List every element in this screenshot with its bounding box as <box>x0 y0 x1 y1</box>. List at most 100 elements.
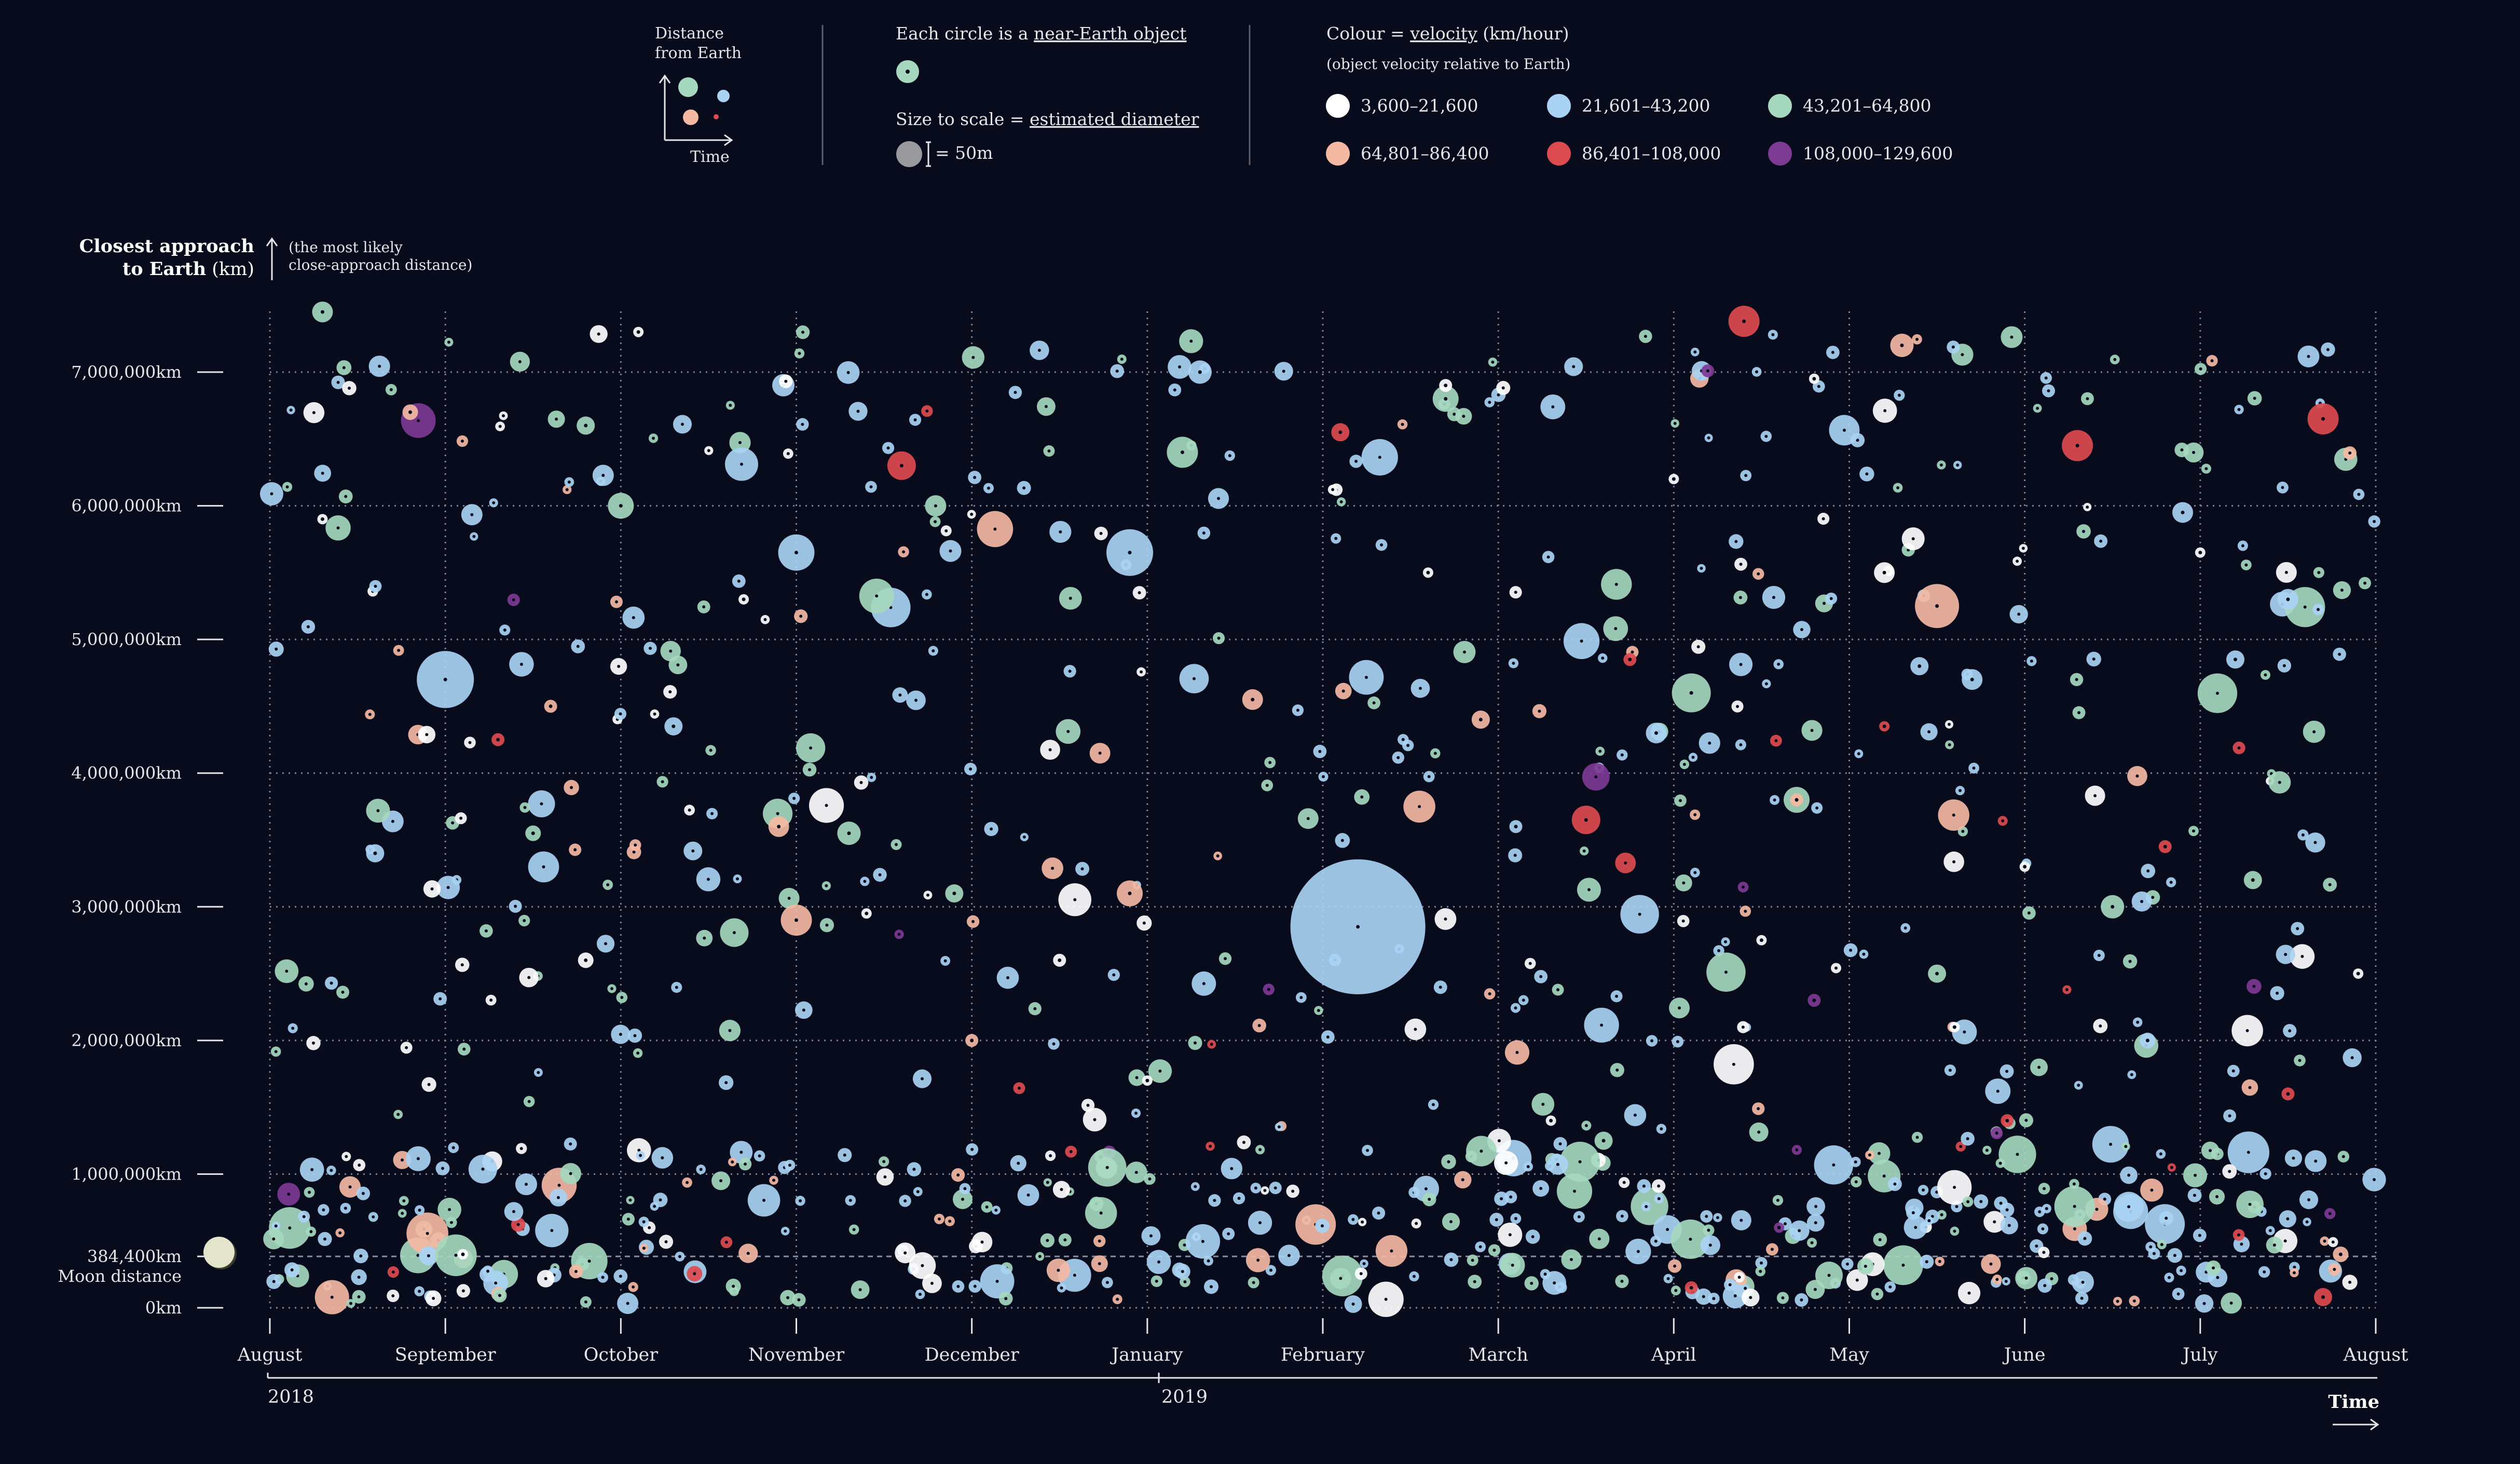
data-point <box>1610 990 1623 1003</box>
data-point <box>1500 1253 1525 1278</box>
data-point <box>1221 1158 1243 1180</box>
data-point <box>2072 1271 2094 1294</box>
data-point <box>2234 404 2244 415</box>
data-point <box>1955 786 1965 796</box>
data-point <box>2362 1168 2386 1192</box>
data-point <box>2132 1017 2143 1028</box>
data-point <box>922 589 932 600</box>
data-point <box>2353 968 2364 979</box>
data-point <box>515 1173 538 1196</box>
data-point <box>656 776 668 788</box>
data-point <box>668 655 688 675</box>
data-point <box>1314 1006 1323 1015</box>
data-point <box>1879 721 1890 732</box>
data-point <box>991 1206 1001 1215</box>
data-point <box>368 355 390 377</box>
data-point <box>1106 529 1154 576</box>
data-point <box>1589 1228 1610 1249</box>
data-point <box>1772 1195 1784 1206</box>
velocity-legend-item: 43,201–64,800 <box>1768 94 1931 118</box>
data-point <box>448 1142 459 1153</box>
data-point <box>738 1157 752 1171</box>
data-point <box>663 685 677 699</box>
data-point <box>1020 832 1029 842</box>
data-point <box>1454 1171 1472 1188</box>
year-label-2018: 2018 <box>268 1387 314 1407</box>
data-point <box>796 418 809 431</box>
data-point <box>339 1176 361 1198</box>
data-point <box>1982 1145 1992 1155</box>
data-point <box>1556 1173 1593 1209</box>
data-point <box>1890 333 1914 357</box>
data-point <box>1017 1184 1039 1206</box>
data-point <box>314 464 332 482</box>
data-point <box>1735 739 1746 750</box>
data-point <box>1910 657 1929 676</box>
data-point <box>2284 1150 2303 1167</box>
data-point <box>1603 616 1628 641</box>
data-point <box>1432 386 1459 412</box>
y-axis-title-line1: Closest approach <box>79 236 254 257</box>
velocity-link[interactable]: velocity <box>1409 23 1477 44</box>
data-point <box>1944 720 1954 729</box>
data-point <box>2172 1288 2185 1301</box>
data-point <box>2113 1296 2122 1306</box>
data-point <box>1094 526 1108 540</box>
data-point <box>1646 1035 1658 1047</box>
data-point <box>796 733 826 763</box>
data-point <box>1755 1266 1765 1277</box>
data-point <box>2172 502 2194 523</box>
data-point <box>2333 1246 2349 1262</box>
data-point <box>480 924 493 938</box>
moon-marker <box>203 1237 237 1269</box>
data-point <box>1713 1213 1722 1222</box>
data-point <box>892 687 908 703</box>
data-point <box>780 905 812 936</box>
data-point <box>1128 1069 1145 1086</box>
near-earth-object-link[interactable]: near-Earth object <box>1034 23 1186 44</box>
data-point <box>778 534 815 571</box>
data-point <box>569 843 582 856</box>
data-point <box>1721 937 1730 947</box>
data-point <box>2305 832 2325 853</box>
data-point <box>2279 1210 2296 1228</box>
velocity-legend-item: 3,600–21,600 <box>1326 94 1478 118</box>
data-point <box>2086 651 2101 667</box>
data-point <box>915 1289 925 1299</box>
data-point <box>1857 1258 1874 1275</box>
data-point <box>1101 1277 1113 1289</box>
data-point <box>1081 1099 1095 1112</box>
estimated-diameter-link[interactable]: estimated diameter <box>1030 109 1199 129</box>
data-point <box>873 868 887 882</box>
data-point <box>1349 660 1384 695</box>
data-point <box>867 772 876 782</box>
data-point <box>461 504 483 526</box>
data-point <box>470 532 478 541</box>
y-tick-label: 3,000,000km <box>71 897 182 916</box>
data-point <box>1327 485 1338 495</box>
data-point <box>851 1280 870 1299</box>
data-point <box>876 1168 894 1186</box>
x-tick-label: July <box>2181 1345 2218 1365</box>
data-point <box>2012 556 2022 566</box>
data-point <box>338 489 353 504</box>
data-point <box>2321 342 2335 357</box>
data-point <box>1362 1144 1373 1156</box>
data-point <box>528 851 559 883</box>
y-tick-label: 0km <box>145 1298 182 1318</box>
data-point <box>795 1001 813 1019</box>
data-point <box>1938 799 1969 831</box>
data-point <box>952 1280 965 1293</box>
data-point <box>482 1265 494 1277</box>
data-point <box>2233 741 2245 755</box>
data-point <box>1349 455 1363 468</box>
data-point <box>284 1262 300 1278</box>
y-axis-note-line2: close-approach distance) <box>289 256 472 273</box>
data-point <box>1496 380 1511 395</box>
data-point <box>340 1202 351 1214</box>
data-point <box>1641 1201 1651 1212</box>
data-point <box>335 1228 345 1238</box>
data-point <box>1873 1233 1887 1247</box>
data-point <box>414 1205 425 1215</box>
data-point <box>1290 859 1426 994</box>
